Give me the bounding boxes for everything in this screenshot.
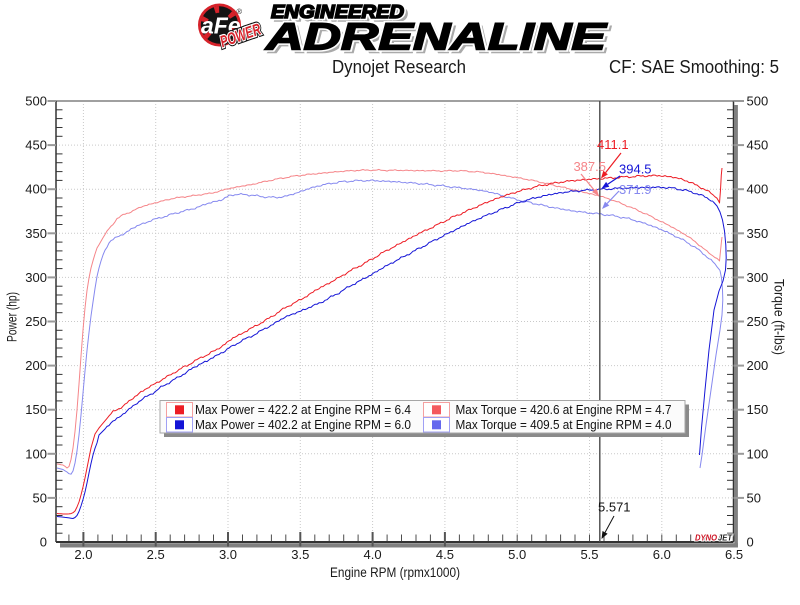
svg-text:0: 0 bbox=[40, 535, 47, 550]
svg-text:200: 200 bbox=[25, 358, 47, 373]
svg-text:450: 450 bbox=[25, 138, 47, 153]
svg-text:aFe: aFe bbox=[201, 13, 241, 39]
svg-text:50: 50 bbox=[33, 490, 47, 505]
svg-text:150: 150 bbox=[747, 402, 769, 417]
svg-text:6.5: 6.5 bbox=[725, 547, 743, 562]
svg-text:CF: SAE Smoothing: 5: CF: SAE Smoothing: 5 bbox=[609, 57, 779, 77]
svg-text:Max Torque = 420.6 at Engine R: Max Torque = 420.6 at Engine RPM = 4.7 bbox=[456, 402, 672, 417]
svg-text:®: ® bbox=[237, 7, 243, 16]
svg-text:4.5: 4.5 bbox=[436, 547, 454, 562]
svg-text:ENGINEERED: ENGINEERED bbox=[271, 2, 404, 22]
svg-text:3.0: 3.0 bbox=[219, 547, 237, 562]
svg-text:ADRENALINE: ADRENALINE bbox=[268, 20, 612, 62]
svg-text:Power (hp): Power (hp) bbox=[5, 292, 20, 342]
svg-text:Max Torque = 409.5 at Engine R: Max Torque = 409.5 at Engine RPM = 4.0 bbox=[456, 417, 672, 432]
svg-text:ADRENALINE: ADRENALINE bbox=[265, 17, 609, 59]
svg-text:0: 0 bbox=[747, 535, 754, 550]
svg-text:5.571: 5.571 bbox=[598, 500, 631, 515]
svg-text:350: 350 bbox=[747, 226, 769, 241]
svg-text:5.0: 5.0 bbox=[508, 547, 526, 562]
svg-text:Dynojet Research: Dynojet Research bbox=[332, 57, 466, 77]
svg-text:394.5: 394.5 bbox=[619, 162, 652, 177]
svg-text:400: 400 bbox=[747, 182, 769, 197]
svg-text:ENGINEERED: ENGINEERED bbox=[275, 5, 408, 25]
svg-text:2.0: 2.0 bbox=[74, 547, 92, 562]
svg-text:ENGINEERED: ENGINEERED bbox=[271, 2, 404, 22]
svg-text:200: 200 bbox=[747, 358, 769, 373]
svg-text:400: 400 bbox=[25, 182, 47, 197]
svg-text:100: 100 bbox=[747, 446, 769, 461]
svg-text:250: 250 bbox=[25, 314, 47, 329]
svg-text:5.5: 5.5 bbox=[580, 547, 598, 562]
svg-text:450: 450 bbox=[747, 138, 769, 153]
svg-text:ADRENALINE: ADRENALINE bbox=[265, 17, 609, 59]
svg-text:50: 50 bbox=[747, 490, 761, 505]
svg-text:Torque (ft-lbs): Torque (ft-lbs) bbox=[772, 279, 787, 355]
svg-text:2.5: 2.5 bbox=[147, 547, 165, 562]
svg-text:150: 150 bbox=[25, 402, 47, 417]
svg-text:371.9: 371.9 bbox=[619, 182, 652, 197]
svg-text:6.0: 6.0 bbox=[653, 547, 671, 562]
svg-text:411.1: 411.1 bbox=[597, 137, 629, 152]
svg-text:300: 300 bbox=[747, 270, 769, 285]
svg-text:3.5: 3.5 bbox=[291, 547, 309, 562]
svg-text:250: 250 bbox=[747, 314, 769, 329]
svg-text:100: 100 bbox=[25, 446, 47, 461]
svg-text:DYNO: DYNO bbox=[695, 533, 717, 543]
svg-text:Max Power = 402.2 at Engine RP: Max Power = 402.2 at Engine RPM = 6.0 bbox=[195, 417, 411, 432]
svg-text:JET: JET bbox=[718, 533, 733, 543]
svg-text:Engine RPM (rpmx1000): Engine RPM (rpmx1000) bbox=[330, 565, 460, 580]
svg-text:Max Power = 422.2 at Engine RP: Max Power = 422.2 at Engine RPM = 6.4 bbox=[195, 402, 411, 417]
svg-text:500: 500 bbox=[747, 94, 769, 109]
svg-text:300: 300 bbox=[25, 270, 47, 285]
svg-text:350: 350 bbox=[25, 226, 47, 241]
svg-text:500: 500 bbox=[25, 94, 47, 109]
svg-text:4.0: 4.0 bbox=[364, 547, 382, 562]
svg-text:387.5: 387.5 bbox=[573, 159, 606, 174]
